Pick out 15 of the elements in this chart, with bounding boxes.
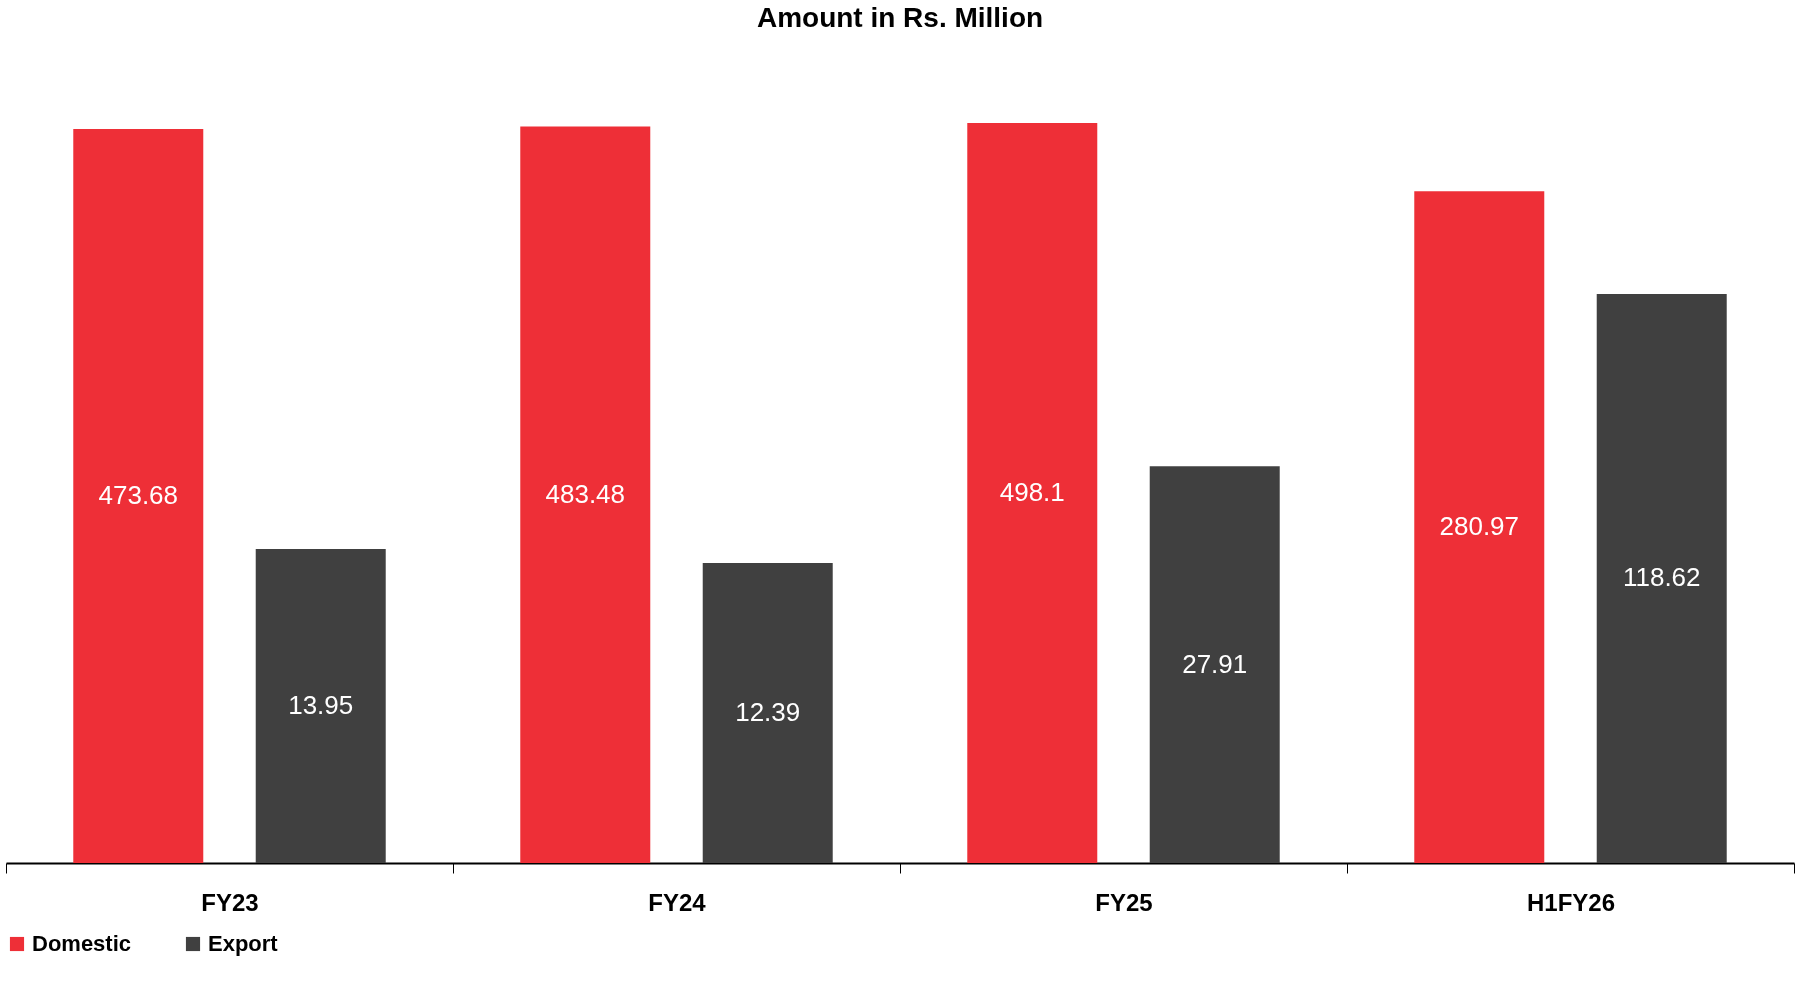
- legend-label: Export: [208, 931, 279, 956]
- data-label: 280.97: [1439, 511, 1520, 542]
- x-tick-label: FY23: [201, 888, 259, 916]
- x-tick-label: H1FY26: [1526, 888, 1616, 916]
- data-label: 118.62: [1622, 562, 1701, 593]
- x-tick-label: FY24: [648, 888, 707, 916]
- data-label: 13.95: [288, 689, 354, 720]
- data-label: 12.39: [735, 697, 801, 728]
- data-label: 27.91: [1182, 648, 1248, 679]
- data-label: 498.1: [999, 477, 1065, 507]
- chart-title: Amount in Rs. Million: [756, 2, 1044, 33]
- legend-label: Domestic: [32, 931, 132, 956]
- data-label: 473.68: [98, 479, 179, 510]
- data-label: 483.48: [545, 478, 626, 509]
- x-tick-label: FY25: [1095, 888, 1153, 916]
